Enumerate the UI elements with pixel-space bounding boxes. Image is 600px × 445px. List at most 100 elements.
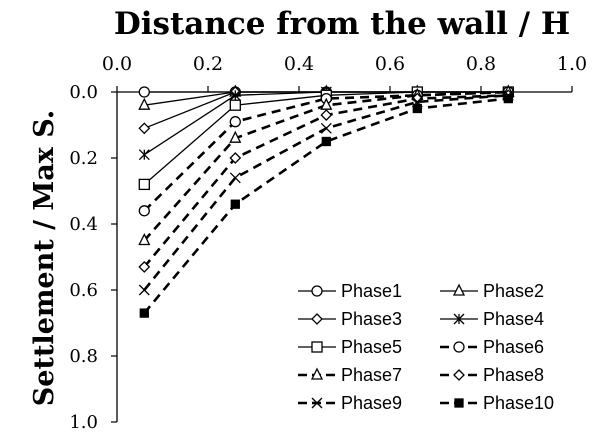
data-point [229, 172, 241, 184]
legend-item: Phase8 [440, 365, 544, 385]
x-marker-stroke [138, 284, 150, 296]
filled-square-marker [412, 103, 422, 114]
legend-label: Phase5 [341, 337, 402, 357]
legend-item: Phase1 [298, 281, 402, 301]
series-line [143, 94, 509, 291]
x-tick-label: 0.4 [284, 53, 314, 75]
data-point [454, 398, 464, 408]
axes: 0.0 0.2 0.4 0.6 0.8 1.0 0.0 0.2 0.4 0.6 0.8 1.0 [69, 53, 587, 433]
data-point [320, 122, 332, 134]
legend-item: Phase2 [440, 281, 544, 301]
x-tick-label: 0.6 [375, 53, 405, 75]
diamond-marker [138, 260, 151, 273]
y-axis-label: Settlement / Max S. [29, 110, 60, 406]
legend-item: Phase5 [298, 337, 402, 357]
y-tick-label: 0.8 [69, 346, 98, 367]
circle-marker [311, 285, 323, 297]
triangle-marker [452, 283, 466, 296]
data-point [311, 285, 323, 297]
filled-square-marker [230, 199, 240, 209]
data-point [138, 122, 151, 135]
series-line [143, 94, 509, 268]
filled-square-marker [454, 398, 464, 408]
triangle-marker [229, 130, 242, 143]
y-tick-label: 0.2 [69, 148, 98, 169]
legend-item: Phase10 [440, 393, 554, 413]
data-point [230, 199, 240, 209]
data-point [229, 116, 241, 128]
data-point [229, 89, 241, 101]
data-point [320, 109, 333, 122]
diamond-marker [320, 109, 333, 122]
legend-item: Phase9 [298, 393, 402, 413]
y-tick-label: 0.0 [69, 82, 98, 103]
x-tick-label: 0.8 [466, 53, 496, 75]
legend-label: Phase4 [483, 309, 544, 329]
diamond-marker [453, 369, 465, 381]
y-tick-label: 0.4 [69, 214, 98, 235]
legend-label: Phase9 [341, 393, 402, 413]
series-line [143, 97, 509, 314]
data-point [138, 260, 151, 273]
x-marker-stroke [311, 397, 323, 409]
data-point [139, 308, 149, 318]
data-point [229, 152, 242, 164]
data-point [310, 367, 324, 380]
x-marker-stroke [320, 122, 332, 134]
data-point [229, 99, 241, 111]
data-point [321, 136, 331, 147]
y-tick-label: 0.6 [69, 280, 98, 301]
square-marker [311, 341, 323, 353]
circle-marker [138, 86, 150, 98]
diamond-marker [138, 122, 151, 135]
legend-label: Phase10 [483, 393, 554, 413]
data-point [311, 341, 323, 353]
data-point [138, 149, 150, 161]
legend-label: Phase1 [341, 281, 402, 301]
square-marker [138, 178, 150, 191]
triangle-marker [138, 97, 151, 110]
series-phase10 [139, 93, 513, 318]
x-tick-label: 1.0 [557, 53, 587, 75]
filled-square-marker [503, 93, 513, 104]
legend-label: Phase6 [483, 337, 544, 357]
y-tick-label: 1.0 [69, 412, 98, 433]
diamond-marker [311, 313, 323, 325]
legend-label: Phase8 [483, 365, 544, 385]
legend-item: Phase3 [298, 309, 402, 329]
data-point [503, 93, 513, 104]
data-point [138, 233, 151, 246]
x-tick-label: 0.0 [102, 53, 132, 75]
x-marker-stroke [229, 172, 241, 184]
legend-label: Phase3 [341, 309, 402, 329]
triangle-marker [310, 367, 324, 380]
data-point [138, 284, 150, 296]
legend-item: Phase7 [298, 365, 402, 385]
circle-marker [138, 205, 150, 217]
data-point [138, 97, 151, 110]
data-point [138, 205, 150, 217]
data-point [453, 313, 465, 325]
x-tick-label: 0.2 [193, 53, 223, 75]
square-marker [229, 99, 241, 111]
diamond-marker [229, 152, 242, 164]
legend-label: Phase7 [341, 365, 402, 385]
data-point [453, 369, 465, 381]
filled-square-marker [321, 136, 331, 147]
chart-title: Distance from the wall / H [114, 6, 570, 42]
data-point [412, 103, 422, 114]
data-point [311, 397, 323, 409]
filled-square-marker [139, 308, 149, 318]
data-point [311, 313, 323, 325]
data-point [453, 341, 465, 353]
legend: Phase1 Phase2 Phase3 Phase4 Phase5 Phase6 Phas… [298, 281, 554, 413]
legend-item: Phase6 [440, 337, 544, 357]
data-point [452, 283, 466, 296]
series-layer [138, 84, 515, 318]
circle-marker [453, 341, 465, 353]
triangle-marker [138, 233, 151, 246]
legend-item: Phase4 [440, 309, 544, 329]
data-point [229, 130, 242, 143]
